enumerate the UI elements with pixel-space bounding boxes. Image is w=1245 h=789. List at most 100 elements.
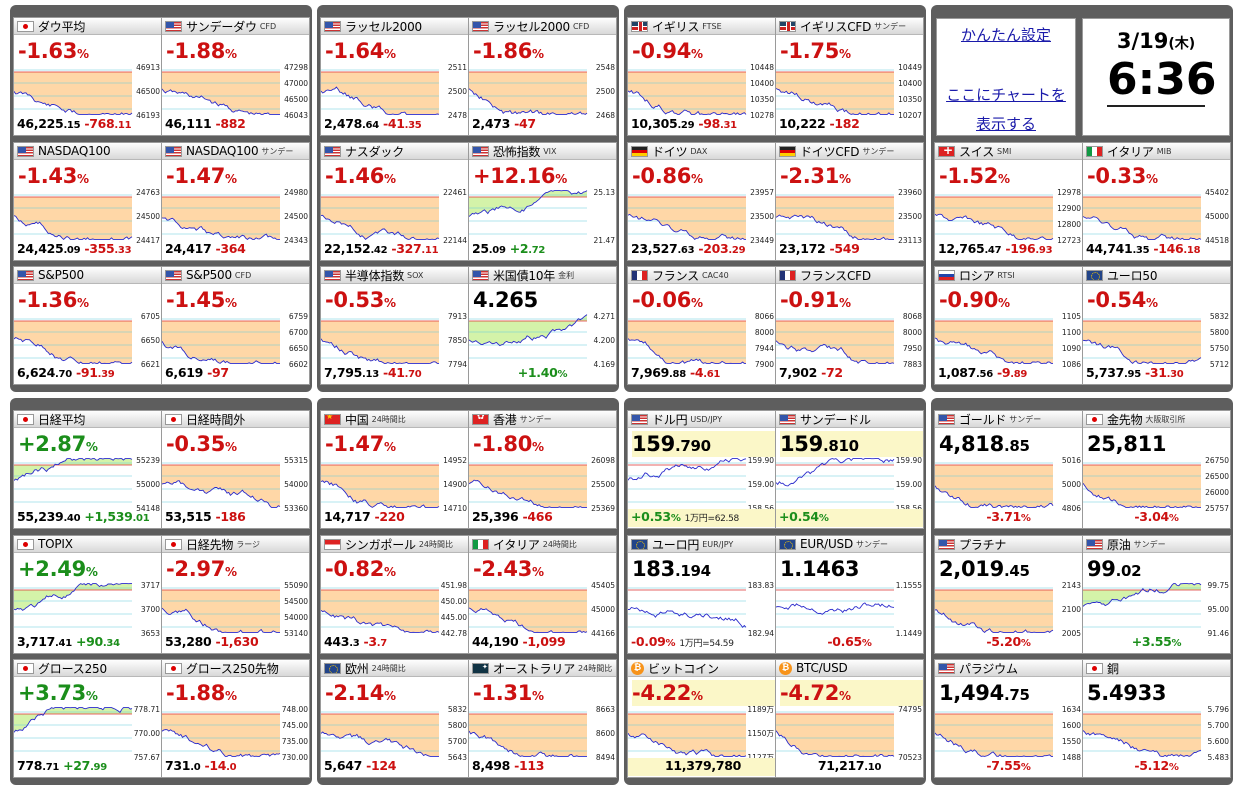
tile-name: TOPIX [38,537,73,551]
tile-subtitle: CFD [234,270,252,280]
percent-change: +3.73 [18,681,86,705]
market-tile[interactable]: NASDAQ100 24763 24500 24417 -1.43% 24,425.09 … [13,142,162,261]
market-tile[interactable]: 半導体指数 SOX 7913 7850 7794 -0.53% 7,795.13 -41.7… [320,266,469,385]
market-tile[interactable]: 原油 サンデー 99.75 95.00 91.46 99.02 +3.55% [1082,535,1231,654]
tile-name: EUR/USD [800,537,853,551]
percent-change: -1.52 [939,164,999,188]
market-tile[interactable]: イギリス FTSE 10448 10400 10350 10278 -0.94% 10,305… [627,17,776,136]
chart-line [321,214,440,241]
market-tile[interactable]: ドイツCFD サンデー 23960 23500 23113 -2.31% 23,172 -5… [775,142,924,261]
chart-line [321,731,439,757]
percent-change: +12.16 [473,164,556,188]
chart-axis-label: 2478 [448,111,467,119]
market-tile[interactable]: ユーロ50 5832 5800 5750 5712 -0.54% 5,737.95 -31.… [1082,266,1231,385]
market-tile[interactable]: 米国債10年 金利 4.271 4.200 4.169 4.265 +1.40% [468,266,617,385]
market-tile[interactable]: 日経平均 55239 55000 54148 +2.87% 55,239.40 +1,53… [13,410,162,529]
market-tile[interactable]: サンデーダウ CFD 47298 47000 46500 46043 -1.88% 46,11… [161,17,310,136]
percent-sign: % [839,296,851,310]
chart-axis-label: 1.1555 [896,581,922,590]
market-tile[interactable]: S&P500 CFD 6759 6700 6650 6602 -1.45% 6,619 -97 [161,266,310,385]
percent-sign: % [1171,638,1182,649]
market-tile[interactable]: シンガポール 24時間比 451.98 450.00 445.00 442.78 -0.82… [320,535,469,654]
market-tile[interactable]: ゴールド サンデー 5016 5000 4806 4,818.85 -3.71% [934,410,1083,529]
market-tile[interactable]: 日経先物 ラージ 55090 54500 54000 53140 -2.97% 53,280 … [161,535,310,654]
jp-flag-icon [17,20,34,32]
market-tile[interactable]: イタリア MIB 45402 45000 44518 -0.33% 44,741.35 -1… [1082,142,1231,261]
market-tile[interactable]: ドル円 USD/JPY 159.90 159.00 158.56 159.790 +0.53… [627,410,776,529]
market-tile[interactable]: フランスCFD 8068 8000 7950 7883 -0.91% 7,902 -72 [775,266,924,385]
market-tile[interactable]: グロース250先物 748.00 745.00 735.00 730.00 -1.88% 7… [161,659,310,778]
price-main: 55,239 [17,509,64,524]
chart-axis-label: 21.47 [594,236,616,244]
point-change-decimal: .18 [1183,245,1201,256]
market-tile[interactable]: 金先物 大阪取引所 26750 26500 26000 25757 25,811 -3.04% [1082,410,1231,529]
chart-area [321,72,439,115]
chart-axis-label: 24500 [284,212,308,221]
tile-primary-value: -0.06% [632,287,775,313]
tile-subtitle: RTSI [997,270,1015,280]
chart-line [321,86,440,115]
market-tile[interactable]: ナスダック 22461 22144 -1.46% 22,152.42 -327.11 [320,142,469,261]
chart-area [162,590,280,633]
market-tile[interactable]: ビットコイン 1189万 1150万 1127万 -4.22% 11,379,780 [627,659,776,778]
tile-name: ラッセル2000 [493,19,570,34]
point-change-main: -364 [215,241,246,256]
market-tile[interactable]: ロシア RTSI 1105 1100 1090 1086 -0.90% 1,087.56 -9… [934,266,1083,385]
market-tile[interactable]: イギリスCFD サンデー 10449 10400 10350 10207 -1.75% 10,… [775,17,924,136]
market-tile[interactable]: ドイツ DAX 23957 23500 23449 -0.86% 23,527.63 -20… [627,142,776,261]
price-main: 46,111 [165,116,212,131]
point-change: -549 [830,241,860,256]
percent-change-main: -0.09 [631,634,666,649]
tile-name: ダウ平均 [38,19,86,34]
market-tile[interactable]: ラッセル2000 2511 2500 2478 -1.64% 2,478.64 -41.3… [320,17,469,136]
percent-sign: % [1168,762,1179,773]
market-tile[interactable]: 銅 5.796 5.700 5.600 5.483 5.4933 -5.12% [1082,659,1231,778]
market-tile[interactable]: ダウ平均 46913 46500 46193 -1.63% 46,225.15 -768.… [13,17,162,136]
point-change: -47 [514,116,536,131]
chart-axis-label: 5000 [1062,480,1081,489]
simple-settings-link[interactable]: かんたん設定 [960,26,1051,44]
market-tile[interactable]: EUR/USD サンデー 1.1555 1.1449 1.1463 -0.65% [775,535,924,654]
market-tile[interactable]: ユーロ円 EUR/JPY 183.83 182.94 183.194 -0.09% 1万円… [627,535,776,654]
market-tile[interactable]: 恐怖指数 VIX 25.13 21.47 +12.16% 25.09 +2.72 [468,142,617,261]
jp-flag-icon [17,662,34,674]
ch-flag-icon [938,145,955,157]
chart-area [469,72,587,115]
percent-sign: % [225,172,237,186]
market-tile[interactable]: フランス CAC40 8066 8000 7944 7900 -0.06% 7,969.88 … [627,266,776,385]
percent-sign: % [1168,513,1179,524]
chart-axis-label: 25500 [591,480,615,489]
market-tile[interactable]: TOPIX 3717 3700 3653 +2.49% 3,717.41 +90.34 [13,535,162,654]
point-change-decimal: .33 [114,245,132,256]
market-tile[interactable]: 欧州 24時間比 5832 5800 5700 5643 -2.14% 5,647 -124 [320,659,469,778]
chart-line [321,609,440,633]
fr-flag-icon [779,269,796,281]
chart-area [14,72,132,115]
market-tile[interactable]: グロース250 778.71 770.00 757.67 +3.73% 778.71 +2… [13,659,162,778]
percent-change: -1.80 [473,432,533,456]
place-chart-link[interactable]: ここにチャートを 表示する [937,81,1075,139]
price-main: 2,019 [939,557,1004,581]
chart-line [14,336,133,364]
market-tile[interactable]: ラッセル2000 CFD 2548 2500 2468 -1.86% 2,473 -47 [468,17,617,136]
tile-primary-value: 99.02 [1087,556,1230,582]
chart-line [935,609,1054,633]
market-tile[interactable]: イタリア 24時間比 45405 45000 44166 -2.43% 44,190 -1,… [468,535,617,654]
market-tile[interactable]: BTC/USD 74795 70523 -4.72% 71,217.10 [775,659,924,778]
market-tile[interactable]: 日経時間外 55315 54000 53360 -0.35% 53,515 -186 [161,410,310,529]
chart-axis-label: 47000 [284,79,308,88]
chart-axis-label: 5700 [448,737,467,746]
market-tile[interactable]: NASDAQ100 サンデー 24980 24500 24343 -1.47% 24,417… [161,142,310,261]
percent-change: -1.47 [166,164,226,188]
market-tile[interactable]: プラチナ 2143 2100 2005 2,019.45 -5.20% [934,535,1083,654]
market-tile[interactable]: サンデードル 159.90 159.00 158.56 159.810 +0.54% [775,410,924,529]
tile-subtitle: USD/JPY [690,414,723,424]
market-tile[interactable]: S&P500 6705 6650 6621 -1.36% 6,624.70 -91.39 [13,266,162,385]
chart-axis-label: 7850 [448,336,467,345]
settings-panel: かんたん設定 ここにチャートを 表示する [936,18,1076,136]
market-tile[interactable]: パラジウム 1634 1600 1550 1488 1,494.75 -7.55% [934,659,1083,778]
